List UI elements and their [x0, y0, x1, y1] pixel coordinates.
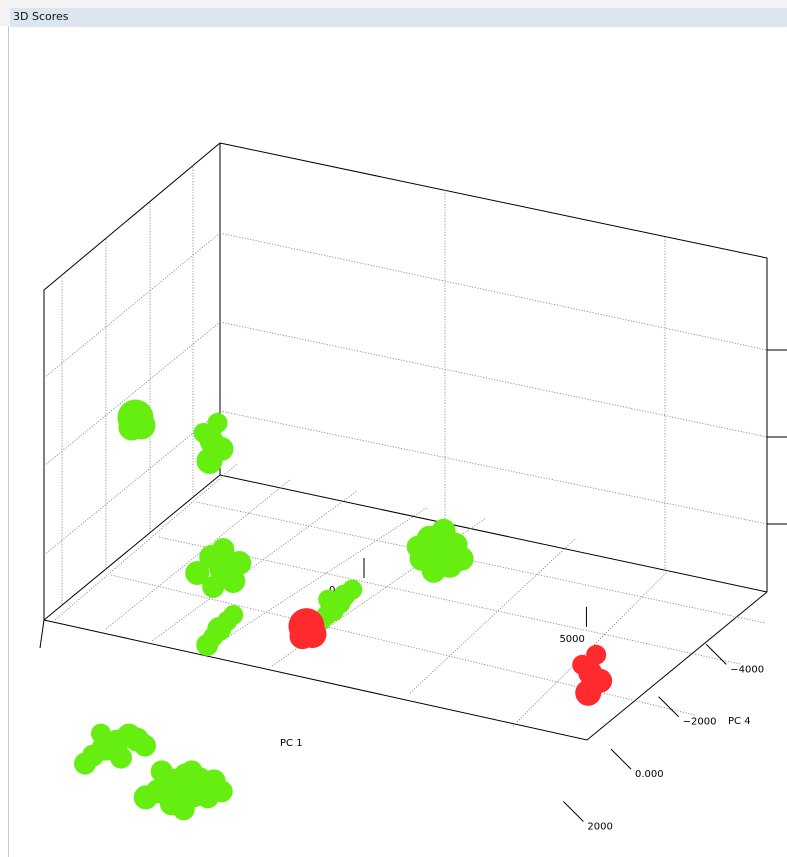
- data-point[interactable]: [406, 535, 429, 558]
- pc4-tick-label: 0.000: [635, 769, 664, 780]
- pc4-tick-mark: [658, 696, 679, 718]
- data-point[interactable]: [421, 558, 446, 583]
- grid-line-back-z: [219, 232, 768, 351]
- data-point[interactable]: [223, 604, 244, 625]
- plot-frame: [39, 142, 768, 741]
- data-point[interactable]: [207, 412, 228, 433]
- data-point[interactable]: [185, 560, 210, 585]
- pc4-axis-label: PC 4: [728, 716, 751, 727]
- grid-line-floor-y: [158, 536, 741, 665]
- data-point[interactable]: [431, 518, 456, 543]
- grid-line-floor-x: [105, 478, 292, 630]
- point-cluster[interactable]: [117, 399, 156, 441]
- data-point[interactable]: [109, 746, 132, 769]
- pc4-tick-label: −2000: [683, 717, 717, 728]
- plot-grid: [43, 167, 768, 727]
- data-point[interactable]: [150, 760, 173, 783]
- pc1-axis-label: PC 1: [280, 738, 303, 749]
- grid-line-back-z: [219, 410, 768, 525]
- data-point[interactable]: [172, 798, 195, 821]
- grid-line-floor-x: [151, 490, 358, 642]
- data-point[interactable]: [575, 679, 602, 706]
- pc4-tick-mark: [610, 748, 632, 770]
- point-cluster[interactable]: [185, 537, 252, 598]
- grid-line-side-z: [43, 321, 221, 467]
- data-point[interactable]: [193, 422, 214, 443]
- grid-line-back-z: [219, 321, 768, 438]
- data-point[interactable]: [196, 447, 223, 474]
- data-point[interactable]: [449, 546, 474, 571]
- data-point[interactable]: [133, 734, 156, 757]
- data-point[interactable]: [572, 654, 593, 675]
- point-cluster[interactable]: [133, 760, 233, 821]
- point-cluster[interactable]: [196, 604, 244, 656]
- data-point[interactable]: [212, 537, 235, 560]
- titlebar-strip: 3D Scores: [10, 8, 787, 27]
- pc1-tick-labels: 0.0005000: [329, 585, 585, 645]
- point-cluster[interactable]: [572, 644, 613, 706]
- data-point[interactable]: [318, 589, 339, 610]
- window-titlebar: 3D Scores: [0, 0, 787, 27]
- pc4-tick-labels: 2000 0.000 −2000 −4000: [587, 664, 764, 832]
- pc4-tick-label: 2000: [587, 822, 612, 833]
- point-cluster[interactable]: [193, 412, 234, 474]
- data-point[interactable]: [202, 575, 225, 598]
- data-point[interactable]: [227, 550, 252, 575]
- point-cluster[interactable]: [406, 518, 474, 583]
- pc1-tick-label: 5000: [559, 634, 584, 645]
- pc4-tick-mark: [705, 644, 727, 665]
- data-point[interactable]: [133, 785, 158, 810]
- data-point[interactable]: [73, 752, 96, 775]
- grid-line-floor-x: [204, 506, 429, 653]
- axis-ticks: [363, 349, 787, 822]
- point-cluster[interactable]: [73, 723, 156, 775]
- grid-line-floor-y: [195, 501, 766, 624]
- grid-line-floor-y: [110, 574, 696, 716]
- grid-line-side-z: [43, 232, 221, 379]
- data-point[interactable]: [586, 644, 607, 665]
- data-point[interactable]: [342, 579, 363, 600]
- data-point[interactable]: [210, 780, 233, 803]
- data-points[interactable]: [73, 399, 613, 821]
- pc4-tick-label: −4000: [730, 664, 764, 675]
- data-point[interactable]: [196, 633, 219, 656]
- panel-left-border: [8, 26, 9, 857]
- data-point[interactable]: [180, 760, 203, 783]
- point-cluster[interactable]: [288, 608, 327, 650]
- pc4-tick-mark: [563, 801, 584, 822]
- window-title: 3D Scores: [13, 10, 69, 23]
- data-point[interactable]: [118, 414, 145, 441]
- data-point[interactable]: [289, 623, 316, 650]
- data-point[interactable]: [90, 723, 111, 744]
- grid-line-floor-x: [54, 463, 238, 621]
